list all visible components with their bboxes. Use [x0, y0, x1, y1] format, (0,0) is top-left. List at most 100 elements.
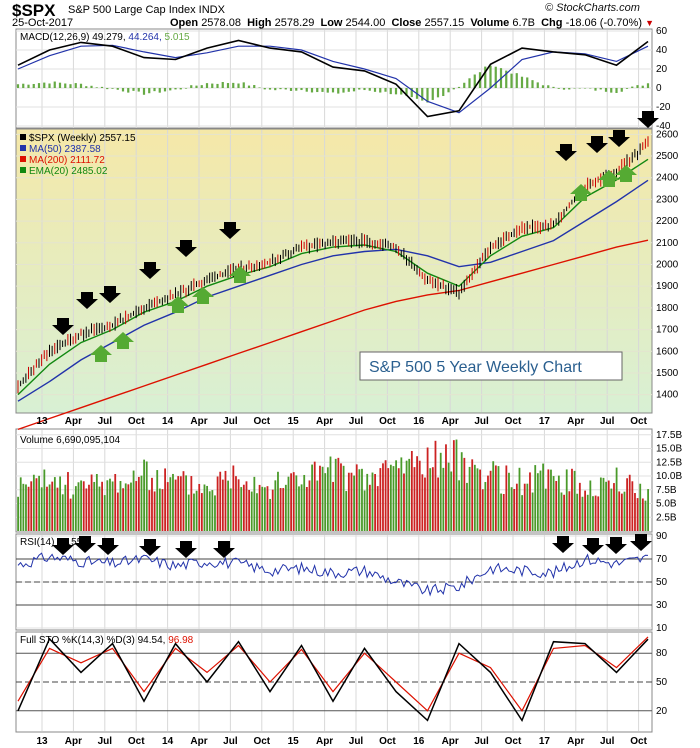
volume-bar [497, 466, 500, 531]
histogram-bar [583, 88, 587, 89]
volume-bar [237, 479, 240, 531]
volume-bar [274, 480, 277, 531]
x-tick-label: Jul [600, 736, 615, 747]
histogram-bar [305, 88, 308, 92]
volume-bar [40, 487, 43, 531]
volume-bar [615, 467, 618, 531]
sto-y-tick: 50 [656, 677, 668, 688]
volume-bar [127, 484, 130, 531]
volume-bar [458, 480, 460, 531]
volume-bar [164, 468, 166, 531]
histogram-bar [163, 88, 167, 92]
volume-bar [494, 465, 497, 531]
volume-bar [69, 498, 72, 531]
volume-bar [586, 494, 589, 531]
volume-bar [479, 469, 481, 531]
volume-bar [145, 461, 148, 531]
volume-bar [594, 495, 597, 531]
volume-bar [502, 494, 505, 531]
volume-bar [382, 463, 384, 531]
volume-bar [240, 487, 243, 531]
x-tick-label: 14 [162, 416, 174, 427]
volume-bar [214, 495, 216, 531]
volume-bar [51, 481, 54, 531]
histogram-bar [552, 86, 555, 88]
histogram-bar [520, 76, 524, 88]
volume-bar [292, 472, 295, 531]
histogram-bar [389, 88, 392, 95]
macd-label-part: MACD(12,26,9) [20, 32, 89, 43]
histogram-bar [242, 82, 245, 88]
volume-bar [166, 482, 169, 531]
volume-bar [631, 481, 634, 531]
volume-bar [190, 476, 193, 531]
histogram-bar [132, 88, 135, 91]
histogram-bar [226, 83, 230, 88]
volume-bar [158, 488, 161, 531]
down-arrow-icon [52, 538, 74, 555]
volume-bar [484, 481, 487, 531]
volume-bar [119, 480, 122, 531]
volume-bar [416, 456, 418, 531]
histogram-bar [400, 88, 403, 95]
rsi-y-tick: 70 [656, 554, 668, 565]
volume-bar [203, 484, 206, 531]
volume-bar [106, 480, 109, 531]
volume-bar [17, 496, 19, 531]
volume-bar [468, 466, 471, 531]
volume-bar [450, 471, 453, 531]
histogram-bar [363, 88, 366, 91]
volume-bar [597, 496, 600, 531]
histogram-bar [620, 88, 623, 92]
histogram-bar [190, 85, 193, 88]
histogram-bar [85, 86, 88, 88]
histogram-bar [436, 88, 440, 98]
volume-bar [132, 470, 135, 531]
volume-bar [53, 477, 56, 531]
down-arrow-icon [630, 534, 652, 551]
down-arrow-icon [608, 130, 630, 147]
volume-bar [342, 465, 345, 531]
histogram-bar [568, 88, 571, 90]
volume-bar [473, 464, 476, 531]
volume-bar [198, 483, 201, 531]
volume-bar [143, 459, 145, 531]
volume-bar [439, 452, 442, 531]
volume-bar [571, 468, 573, 531]
volume-bar [374, 474, 376, 531]
volume-bar [245, 481, 248, 531]
up-arrow-icon [192, 287, 214, 304]
volume-bar [122, 488, 124, 531]
x-tick-label: Oct [505, 736, 522, 747]
volume-bar [263, 487, 266, 531]
ema20-line [17, 158, 649, 396]
histogram-bar [337, 88, 340, 94]
annotation-box [359, 351, 623, 381]
volume-bar [332, 481, 334, 531]
stockcharts-logo: © StockCharts.com [545, 2, 640, 14]
volume-bar [578, 482, 581, 531]
volume-bar [109, 478, 111, 531]
histogram-bar [64, 83, 67, 88]
volume-bar [80, 480, 82, 531]
volume-bar [387, 468, 390, 531]
histogram-bar [547, 85, 550, 88]
histogram-bar [142, 88, 146, 95]
x-tick-label: 13 [36, 736, 48, 747]
volume-bar [200, 493, 203, 531]
price-y-tick: 1800 [656, 303, 679, 314]
volume-bar [424, 477, 426, 531]
price-y-tick: 2400 [656, 173, 679, 184]
histogram-bar [431, 88, 434, 100]
histogram-bar [289, 88, 293, 91]
histogram-bar [515, 73, 518, 88]
rsi-y-tick: 90 [656, 531, 668, 542]
volume-bar [544, 488, 547, 531]
histogram-bar [457, 86, 461, 88]
x-tick-label: Oct [253, 736, 270, 747]
price-y-tick: 1500 [656, 368, 679, 379]
price-y-tick: 1600 [656, 346, 679, 357]
volume-bar [287, 476, 290, 531]
volume-bar [261, 486, 264, 531]
histogram-bar [200, 85, 203, 88]
